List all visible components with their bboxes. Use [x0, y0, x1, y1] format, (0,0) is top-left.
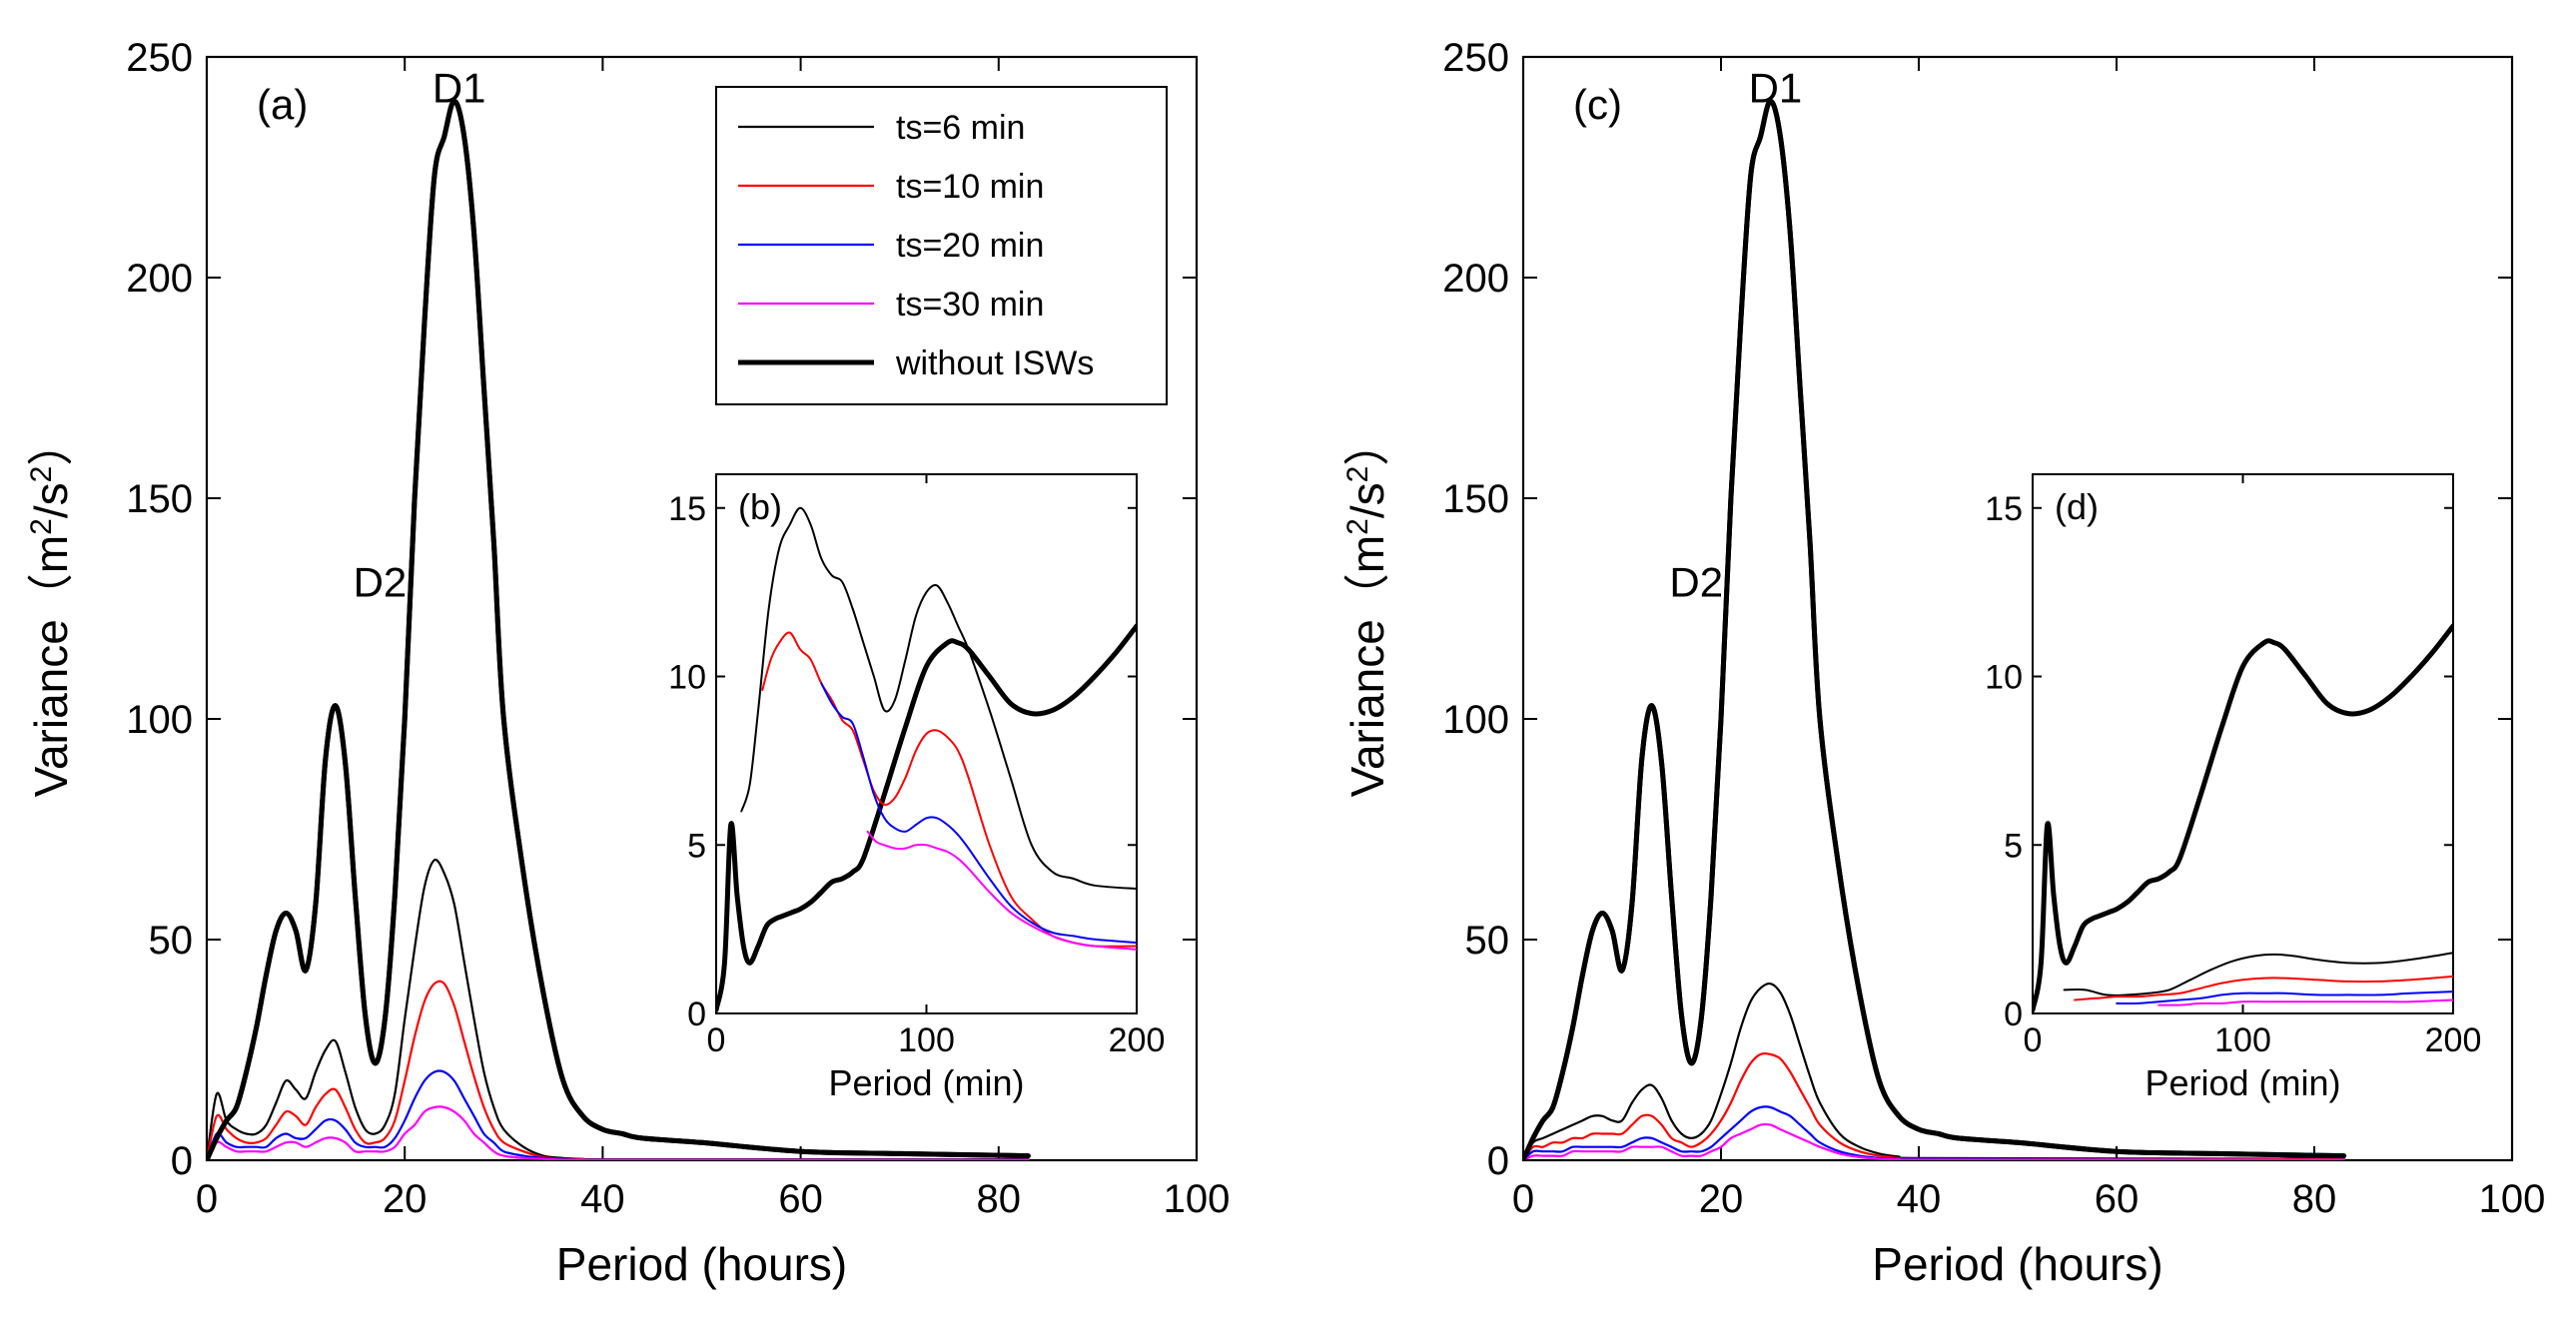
x-tick-label: 100: [2214, 1021, 2271, 1059]
y-axis-label-part: ）: [1341, 420, 1393, 466]
y-tick-label: 10: [668, 659, 706, 697]
y-axis-label-part: /s: [1341, 482, 1393, 518]
legend-label-ts20: ts=20 min: [896, 227, 1044, 265]
y-axis-label-part: /s: [25, 482, 77, 518]
series-line-ts20: [820, 682, 1137, 945]
series-group: [716, 506, 1137, 1013]
x-tick-label: 80: [2292, 1177, 2337, 1221]
x-tick-label: 40: [580, 1177, 625, 1221]
series-group: [2033, 623, 2453, 1013]
annotation-d1: D1: [432, 64, 486, 111]
x-axis-label: Period (hours): [1872, 1238, 2162, 1290]
x-tick-label: 100: [898, 1021, 955, 1059]
axes-frame: [715, 473, 1138, 1014]
x-tick-label: 0: [2024, 1021, 2043, 1059]
panel-label: (d): [2055, 486, 2099, 527]
x-tick-label: 0: [707, 1021, 726, 1059]
series-line-without: [716, 623, 1137, 1013]
y-tick-label: 150: [1442, 477, 1509, 521]
x-tick-label: 20: [383, 1177, 428, 1221]
x-tick-label: 80: [977, 1177, 1022, 1221]
inset-panel-d: 0 100 200 0 5 10 15 (d) Period (min): [1985, 473, 2482, 1103]
legend-label-ts10: ts=10 min: [896, 168, 1044, 206]
y-tick-label: 250: [126, 36, 193, 80]
series-line-ts30: [207, 1105, 1030, 1160]
series-line-ts30: [2157, 998, 2453, 1006]
x-tick-label: 60: [778, 1177, 823, 1221]
x-axis-label: Period (min): [2145, 1062, 2340, 1103]
y-tick-label: 0: [171, 1139, 193, 1183]
x-tick-label: 200: [1109, 1021, 1166, 1059]
legend-label-ts30: ts=30 min: [896, 286, 1044, 324]
x-tick-label: 100: [2479, 1177, 2546, 1221]
series-line-without: [2033, 623, 2453, 1013]
y-axis-label-sup: 2: [1341, 466, 1374, 483]
series-line-ts20: [207, 1069, 1030, 1160]
x-tick-label: 20: [1699, 1177, 1744, 1221]
axes-frame: [2032, 473, 2454, 1014]
annotation-d1: D1: [1749, 64, 1803, 111]
x-tick-label: 40: [1897, 1177, 1942, 1221]
y-axis-label-sup: 2: [25, 466, 58, 483]
y-tick-label: 5: [2004, 827, 2023, 865]
series-group: [1523, 98, 2347, 1160]
series-line-ts6: [1523, 982, 2345, 1160]
series-line-ts6: [2063, 952, 2453, 996]
series-line-ts20: [1523, 1105, 2345, 1160]
y-axis-label-part: Variance（m: [25, 535, 77, 797]
y-axis-label-sup: 2: [1341, 518, 1374, 535]
series-group: [207, 98, 1031, 1160]
y-axis-label-part: ）: [25, 420, 77, 466]
legend: ts=6 min ts=10 min ts=20 min ts=30 min witho…: [715, 86, 1168, 405]
x-tick-label: 200: [2425, 1021, 2482, 1059]
series-line-ts10: [207, 980, 1030, 1160]
x-tick-label: 0: [1512, 1177, 1534, 1221]
legend-label-without: without ISWs: [895, 344, 1094, 382]
y-tick-label: 150: [126, 477, 193, 521]
x-axis-label: Period (min): [828, 1062, 1024, 1103]
series-line-ts6: [207, 858, 1030, 1160]
y-tick-label: 100: [126, 698, 193, 742]
annotation-d2: D2: [354, 558, 408, 605]
y-tick-label: 50: [1465, 919, 1510, 963]
y-tick-label: 5: [687, 827, 706, 865]
series-line-ts10: [1523, 1051, 2345, 1160]
y-tick-label: 50: [149, 919, 194, 963]
y-axis-label-sup: 2: [25, 518, 58, 535]
y-tick-label: 15: [1985, 490, 2023, 528]
y-tick-label: 0: [1487, 1139, 1509, 1183]
y-tick-label: 0: [687, 995, 706, 1033]
panel-label: (c): [1573, 81, 1622, 128]
series-line-without-top: [207, 98, 1029, 1160]
inset-panel-b: 0 100 200 0 5 10 15 (b) Period (min): [668, 473, 1166, 1103]
y-tick-label: 15: [668, 490, 706, 528]
series-line-ts30: [1523, 1122, 2345, 1160]
panel-label: (b): [738, 486, 782, 527]
y-tick-label: 100: [1442, 698, 1509, 742]
series-line-without-top: [1523, 98, 2344, 1160]
y-axis-label: Variance（m2/s2）: [25, 420, 78, 798]
y-tick-label: 250: [1442, 36, 1509, 80]
x-tick-label: 100: [1164, 1177, 1231, 1221]
y-axis-label: Variance（m2/s2）: [1341, 420, 1394, 798]
series-line-ts10: [2074, 975, 2453, 1001]
series-line-ts10: [761, 631, 1137, 948]
x-tick-label: 0: [196, 1177, 218, 1221]
x-tick-label: 60: [2095, 1177, 2140, 1221]
annotation-d2: D2: [1669, 558, 1723, 605]
x-axis-label: Period (hours): [556, 1238, 847, 1290]
series-line-ts20: [2116, 991, 2453, 1005]
series-line-ts30: [866, 830, 1137, 951]
y-axis-label-part: Variance（m: [1341, 535, 1393, 797]
y-tick-label: 10: [1985, 659, 2023, 697]
y-tick-label: 200: [126, 257, 193, 301]
series-line-ts6: [740, 506, 1137, 891]
legend-label-ts6: ts=6 min: [896, 109, 1025, 147]
y-tick-label: 0: [2004, 995, 2023, 1033]
panel-label: (a): [257, 81, 308, 128]
y-tick-label: 200: [1442, 257, 1509, 301]
